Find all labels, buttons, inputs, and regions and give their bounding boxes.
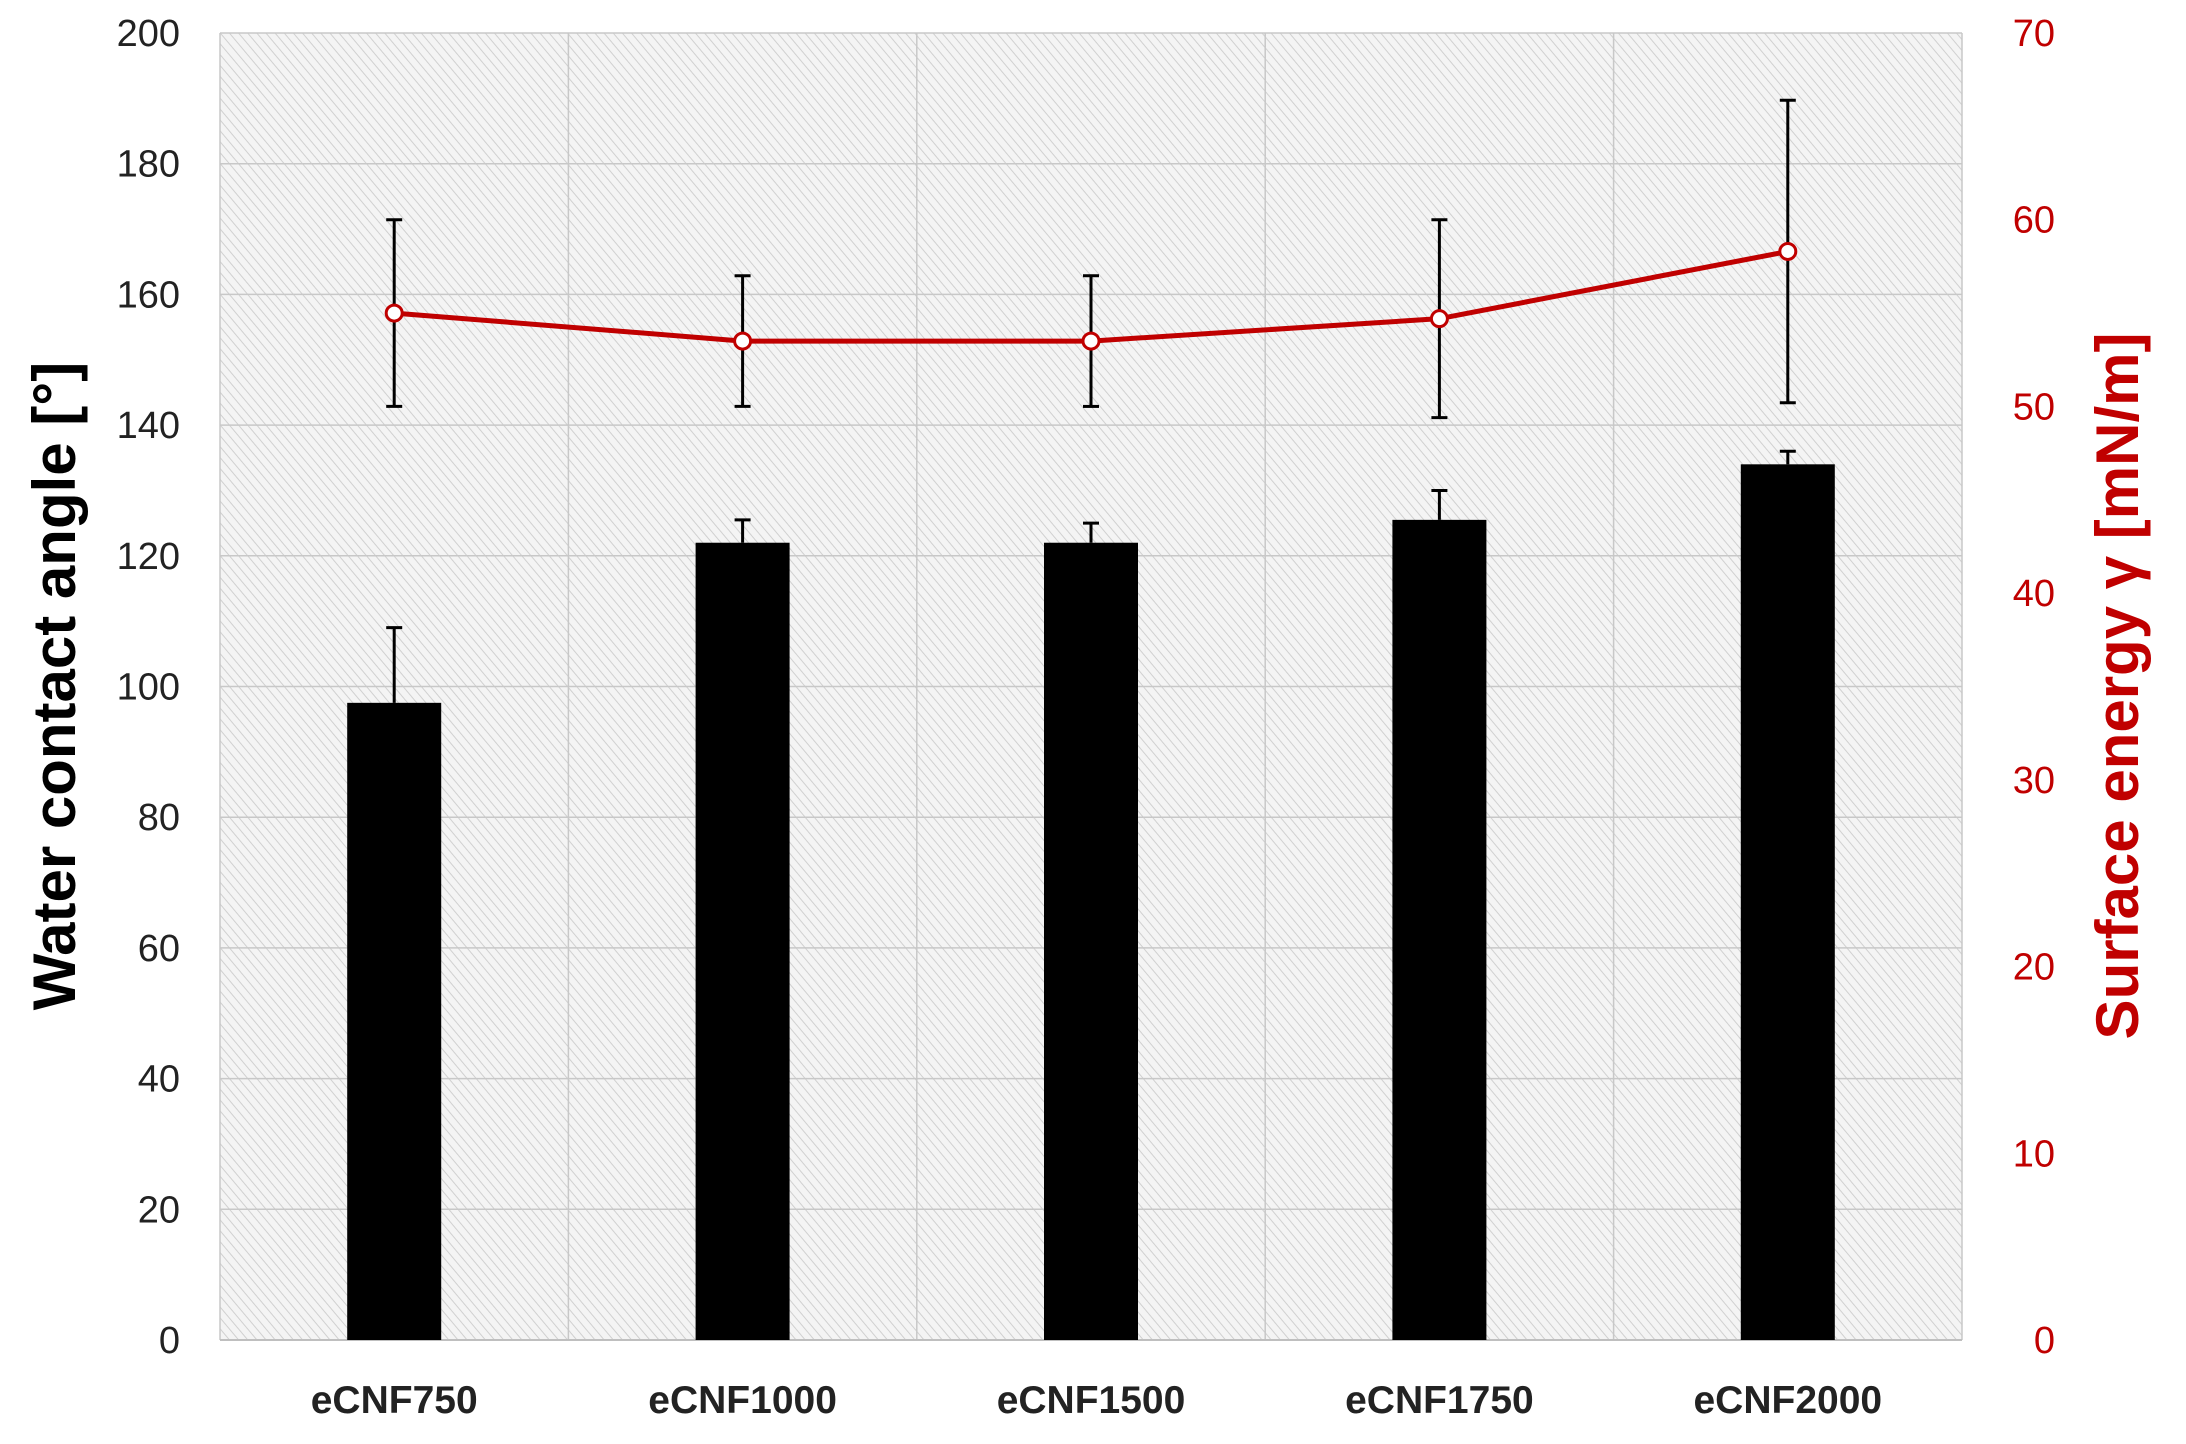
line-point <box>384 303 404 323</box>
bar <box>695 542 790 1340</box>
left-axis-ticks: 0 20 40 60 80 100 120 140 160 180 200 <box>117 13 180 1362</box>
bar <box>1740 464 1835 1340</box>
x-tick-label: eCNF750 <box>311 1379 478 1422</box>
y-tick-label-left: 60 <box>138 928 180 970</box>
right-axis-ticks: 0 10 20 30 40 50 60 70 <box>2013 13 2055 1362</box>
line-point <box>1081 331 1101 351</box>
bar-error-bars <box>386 449 1796 703</box>
y-tick-label-right: 50 <box>2013 386 2055 428</box>
y-tick-label-right: 30 <box>2013 760 2055 802</box>
line-point <box>1429 309 1449 329</box>
line-point <box>733 331 753 351</box>
line-series <box>384 241 1798 351</box>
y-tick-label-left: 40 <box>138 1059 180 1101</box>
x-tick-label: eCNF2000 <box>1693 1379 1882 1422</box>
x-tick-label: eCNF1750 <box>1345 1379 1534 1422</box>
y-tick-label-right: 40 <box>2013 573 2055 615</box>
x-axis-categories: eCNF750 eCNF1000 eCNF1500 eCNF1750 eCNF2000 <box>311 1379 1882 1422</box>
y-tick-label-left: 120 <box>117 536 180 578</box>
y-tick-label-left: 180 <box>117 144 180 186</box>
bar <box>1392 519 1487 1340</box>
y-tick-label-left: 140 <box>117 405 180 447</box>
y-tick-label-left: 20 <box>138 1189 180 1231</box>
bar <box>347 702 442 1340</box>
y-axis-title-right: Surface energy γ [mN/m] <box>2084 333 2151 1040</box>
x-tick-label: eCNF1500 <box>997 1379 1186 1422</box>
bar <box>1044 542 1138 1340</box>
y-tick-label-left: 100 <box>117 667 180 709</box>
line-point <box>1778 241 1798 261</box>
x-tick-label: eCNF1000 <box>648 1379 837 1422</box>
y-tick-label-right: 60 <box>2013 200 2055 242</box>
y-axis-title-left: Water contact angle [°] <box>21 362 88 1011</box>
y-tick-label-left: 80 <box>138 797 180 839</box>
y-tick-label-right: 10 <box>2013 1133 2055 1175</box>
y-tick-label-left: 160 <box>117 274 180 316</box>
y-tick-label-left: 200 <box>117 13 180 55</box>
y-tick-label-right: 70 <box>2013 13 2055 55</box>
y-tick-label-right: 20 <box>2013 947 2055 989</box>
y-tick-label-left: 0 <box>159 1320 180 1362</box>
bar-series <box>347 464 1835 1340</box>
y-tick-label-right: 0 <box>2034 1320 2055 1362</box>
